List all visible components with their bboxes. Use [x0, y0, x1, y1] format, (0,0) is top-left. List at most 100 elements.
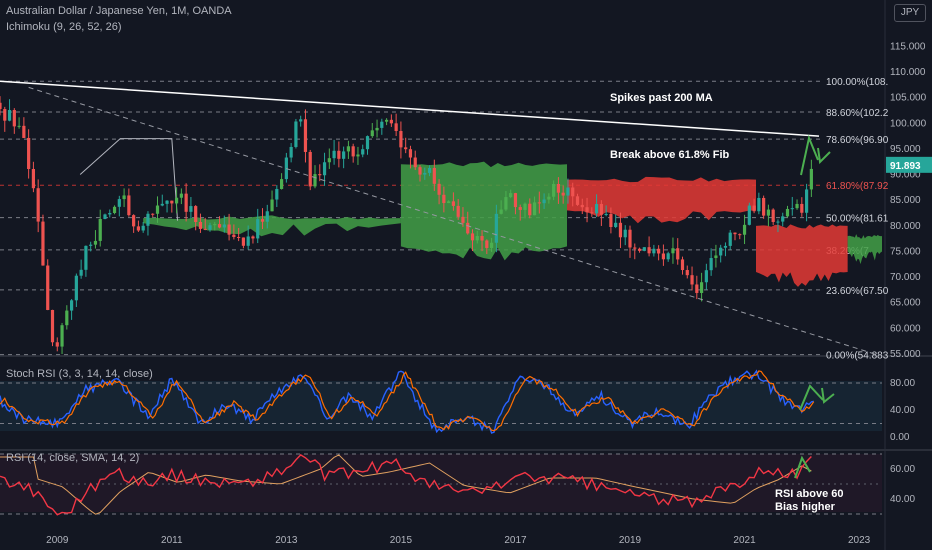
x-tick-label: 2013 [275, 535, 298, 546]
candle-body [389, 119, 393, 124]
candle-body [800, 203, 804, 213]
candle-body [494, 213, 498, 243]
candle-body [547, 196, 551, 200]
candle-body [399, 131, 403, 148]
candle-body [384, 119, 389, 122]
candle-body [504, 197, 508, 210]
candle-body [337, 150, 341, 159]
candle-body [370, 130, 374, 137]
candle-body [265, 211, 269, 222]
candle-body [470, 233, 475, 241]
candle-body [785, 208, 790, 217]
candle-body [213, 224, 217, 226]
last-price-badge [886, 156, 932, 173]
currency-badge[interactable]: JPY [894, 4, 926, 22]
fib-level-label: 50.00%(81.61 [826, 214, 889, 225]
candle-body [151, 213, 155, 215]
y-tick-label: 85.000 [890, 195, 921, 206]
ichimoku-cloud-bull [847, 234, 882, 265]
candle-body [22, 125, 26, 138]
stoch-arrowhead [821, 387, 835, 404]
x-tick-label: 2021 [733, 535, 756, 546]
y-tick-label: 80.000 [890, 221, 921, 232]
candle-body [804, 189, 809, 213]
x-tick-label: 2009 [46, 535, 69, 546]
fib-level-label: 78.60%(96.90 [826, 135, 889, 146]
fib-level-label: 100.00%(108. [826, 77, 888, 88]
candle-body [623, 229, 627, 238]
symbol-title: Australian Dollar / Japanese Yen, 1M, OA… [6, 5, 232, 17]
x-tick-label: 2017 [504, 535, 527, 546]
fib-level-label: 23.60%(67.50 [826, 286, 889, 297]
candle-body [757, 197, 761, 212]
candle-body [432, 168, 436, 184]
y-tick-label: 110.000 [890, 67, 926, 78]
candle-body [198, 221, 203, 229]
candle-body [313, 174, 317, 187]
candle-body [523, 203, 527, 210]
candle-body [580, 204, 584, 208]
candle-body [451, 201, 456, 206]
candle-body [728, 232, 732, 246]
candle-body [661, 253, 666, 260]
candle-body [299, 119, 303, 122]
y-tick-label: 100.000 [890, 118, 927, 129]
candle-body [69, 300, 74, 311]
candle-body [65, 310, 69, 326]
x-tick-label: 2011 [161, 535, 183, 546]
candle-body [571, 187, 575, 197]
candle-body [380, 121, 384, 128]
candle-body [561, 192, 565, 196]
ichimoku-base-line [79, 138, 179, 221]
candle-body [12, 110, 16, 127]
candle-body [590, 212, 594, 214]
candle-body [289, 146, 293, 158]
candle-body [246, 236, 250, 246]
y-tick-label: 70.000 [890, 272, 921, 283]
y-tick-label: 75.000 [890, 246, 921, 257]
candle-body [117, 199, 121, 207]
candle-body [695, 284, 699, 293]
candle-body [322, 162, 327, 176]
annotation-text: Spikes past 200 MA [610, 92, 713, 104]
candle-body [771, 209, 775, 222]
rsi-y-tick: 40.00 [890, 494, 915, 505]
candle-body [475, 236, 479, 241]
candle-body [41, 221, 45, 266]
candle-body [50, 309, 55, 343]
candle-body [532, 202, 537, 216]
candle-body [747, 205, 751, 225]
candle-body [461, 216, 465, 223]
y-tick-label: 60.000 [890, 323, 921, 334]
candle-body [174, 197, 179, 204]
candle-body [222, 224, 226, 228]
candle-body [513, 193, 518, 208]
candle-body [160, 203, 164, 206]
candle-body [165, 200, 169, 204]
rsi-line [0, 454, 812, 516]
rsi-annotation: Bias higher [775, 501, 836, 513]
candle-body [227, 224, 231, 235]
stoch-band-fill [0, 381, 882, 431]
y-tick-label: 115.000 [890, 41, 926, 52]
candle-body [408, 149, 413, 158]
y-tick-label: 90.000 [890, 170, 921, 181]
last-price-label: 91.893 [890, 161, 921, 172]
stoch-y-tick: 0.00 [890, 432, 910, 443]
candle-body [351, 146, 355, 157]
candle-body [327, 158, 331, 163]
candle-body [122, 195, 126, 200]
candle-body [790, 208, 794, 210]
candle-body [485, 240, 489, 248]
candle-body [3, 109, 7, 121]
candle-body [742, 224, 747, 235]
y-tick-label: 65.000 [890, 298, 921, 309]
candle-body [394, 123, 398, 132]
candle-body [36, 188, 40, 222]
candle-body [489, 242, 494, 248]
candle-body [112, 206, 117, 214]
candle-body [733, 232, 737, 235]
candle-body [456, 205, 460, 217]
stoch-y-tick: 80.00 [890, 378, 915, 389]
